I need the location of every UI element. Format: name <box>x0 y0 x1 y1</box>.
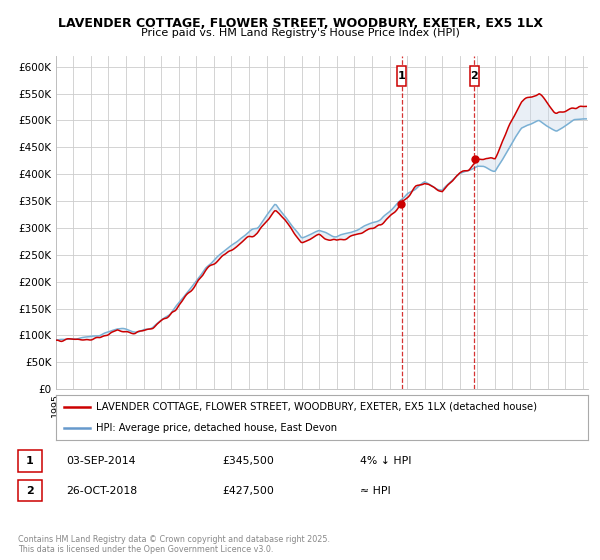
Bar <box>397 66 406 86</box>
Text: £345,500: £345,500 <box>222 456 274 466</box>
Text: LAVENDER COTTAGE, FLOWER STREET, WOODBURY, EXETER, EX5 1LX (detached house): LAVENDER COTTAGE, FLOWER STREET, WOODBUR… <box>96 402 537 412</box>
Text: 2: 2 <box>26 486 34 496</box>
Text: 4% ↓ HPI: 4% ↓ HPI <box>360 456 412 466</box>
Text: Price paid vs. HM Land Registry's House Price Index (HPI): Price paid vs. HM Land Registry's House … <box>140 28 460 38</box>
Text: HPI: Average price, detached house, East Devon: HPI: Average price, detached house, East… <box>96 422 337 432</box>
Text: LAVENDER COTTAGE, FLOWER STREET, WOODBURY, EXETER, EX5 1LX: LAVENDER COTTAGE, FLOWER STREET, WOODBUR… <box>58 17 542 30</box>
Text: 2: 2 <box>470 71 478 81</box>
Text: £427,500: £427,500 <box>222 486 274 496</box>
Text: 26-OCT-2018: 26-OCT-2018 <box>66 486 137 496</box>
Text: 1: 1 <box>398 71 406 81</box>
Text: Contains HM Land Registry data © Crown copyright and database right 2025.
This d: Contains HM Land Registry data © Crown c… <box>18 535 330 554</box>
Text: 03-SEP-2014: 03-SEP-2014 <box>66 456 136 466</box>
Text: 1: 1 <box>26 456 34 466</box>
Bar <box>470 66 479 86</box>
Text: ≈ HPI: ≈ HPI <box>360 486 391 496</box>
